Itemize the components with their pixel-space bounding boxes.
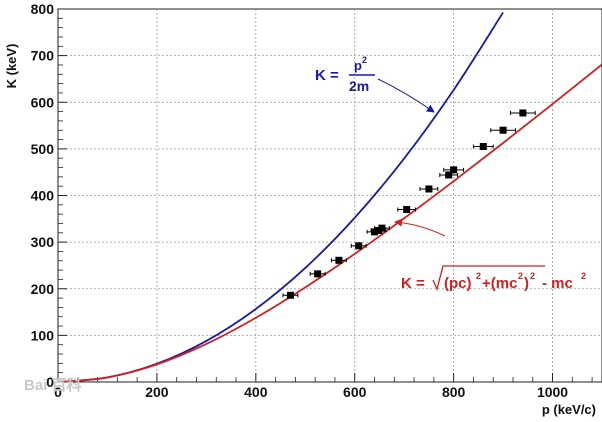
relativistic-formula-plus-mc: +(mc: [482, 275, 517, 292]
data-point: [371, 228, 379, 236]
x-tick-label: 600: [343, 384, 367, 400]
y-tick-label: 800: [31, 1, 55, 17]
relativistic-formula-exp4: 2: [581, 271, 586, 281]
classical-formula-denominator: 2m: [349, 78, 369, 94]
relativistic-formula-exp3: 2: [530, 271, 535, 281]
data-point: [425, 185, 433, 193]
relativistic-curve: [58, 63, 602, 382]
data-point: [450, 166, 458, 174]
relativistic-formula-lhs: K =: [401, 275, 425, 292]
y-tick-label: 100: [31, 327, 55, 343]
relativistic-formula-arrow: [394, 218, 446, 237]
y-axis-title: K (keV): [4, 44, 19, 89]
y-tick-label: 400: [31, 188, 55, 204]
curves: [58, 11, 602, 382]
x-axis-title: p (keV/c): [542, 402, 596, 417]
relativistic-formula-exp2: 2: [518, 271, 523, 281]
tick-labels: 0 200 400 600 800 1000 0 100 200 300 400 500 600 700 8…: [31, 1, 569, 400]
grid: [58, 9, 602, 382]
relativistic-formula-pc: (pc): [444, 275, 472, 292]
relativistic-formula-sqrt-sign: [432, 265, 545, 291]
x-tick-label: 1000: [537, 384, 568, 400]
y-tick-label: 300: [31, 234, 55, 250]
classical-formula-numerator: p: [354, 58, 362, 73]
x-tick-label: 400: [244, 384, 268, 400]
y-tick-label: 200: [31, 281, 55, 297]
x-tick-label: 200: [145, 384, 169, 400]
x-tick-label: 0: [54, 384, 62, 400]
data-point: [403, 205, 411, 213]
data-points: [282, 109, 536, 299]
data-point: [314, 270, 322, 278]
data-point: [355, 242, 363, 250]
data-point: [378, 224, 386, 232]
relativistic-formula-minus-mc: - mc: [542, 275, 573, 292]
watermark-logo: Bai 百科: [24, 376, 82, 394]
classical-formula-lhs: K =: [315, 67, 339, 84]
x-tick-label: 800: [442, 384, 466, 400]
data-point: [445, 171, 453, 179]
y-tick-label: 0: [46, 374, 54, 390]
classical-formula-num-exponent: 2: [362, 55, 367, 65]
classical-formula-annotation: K = p 2 2m: [315, 55, 435, 113]
data-point: [499, 126, 507, 134]
relativistic-formula-annotation: K = (pc) 2 +(mc 2 ) 2 - mc 2: [394, 218, 586, 292]
relativistic-formula-exp1: 2: [476, 271, 481, 281]
y-tick-label: 500: [31, 141, 55, 157]
ticks: [57, 8, 593, 383]
classical-formula-arrow: [377, 78, 435, 113]
y-tick-label: 700: [31, 48, 55, 64]
data-point: [286, 291, 294, 299]
y-tick-label: 600: [31, 94, 55, 110]
data-point: [519, 109, 527, 117]
data-point: [335, 256, 343, 264]
relativistic-formula-close: ): [524, 275, 529, 292]
data-point: [479, 143, 487, 151]
